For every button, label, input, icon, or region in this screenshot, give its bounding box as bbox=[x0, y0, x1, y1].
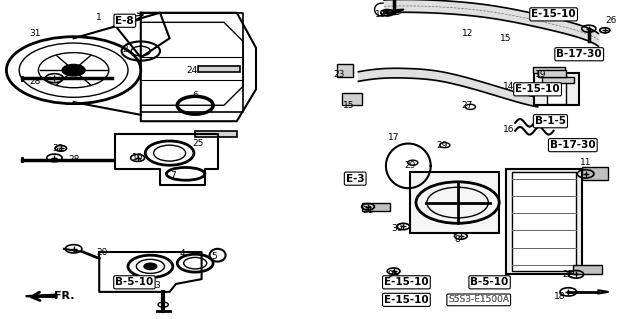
Text: 2: 2 bbox=[122, 45, 127, 54]
Text: E-3: E-3 bbox=[346, 174, 365, 184]
Text: 16: 16 bbox=[503, 125, 515, 134]
Polygon shape bbox=[115, 134, 218, 185]
Circle shape bbox=[62, 64, 85, 76]
Text: 11: 11 bbox=[580, 158, 591, 167]
Text: B-5-10: B-5-10 bbox=[470, 277, 509, 287]
Text: E-15-10: E-15-10 bbox=[515, 84, 560, 94]
Text: 30: 30 bbox=[391, 224, 403, 233]
Bar bbox=[506, 169, 582, 274]
Text: 14: 14 bbox=[503, 82, 515, 91]
Bar bbox=[538, 70, 566, 77]
Text: 7: 7 bbox=[170, 171, 175, 180]
Text: S5S3-E1500A: S5S3-E1500A bbox=[448, 295, 509, 304]
Text: 29: 29 bbox=[436, 141, 447, 150]
Bar bbox=[342, 93, 362, 105]
Bar bbox=[547, 75, 566, 104]
Polygon shape bbox=[99, 252, 202, 292]
Text: 22: 22 bbox=[563, 270, 574, 279]
Text: B-1-5: B-1-5 bbox=[535, 116, 566, 126]
Text: 9: 9 bbox=[388, 270, 393, 279]
Text: 31: 31 bbox=[29, 29, 41, 38]
Text: 29: 29 bbox=[404, 161, 415, 170]
Text: 24: 24 bbox=[186, 66, 198, 75]
Bar bbox=[582, 167, 608, 180]
Bar bbox=[542, 77, 574, 83]
Text: 12: 12 bbox=[461, 29, 473, 38]
Text: E-15-10: E-15-10 bbox=[531, 9, 576, 19]
Circle shape bbox=[144, 263, 157, 270]
Bar bbox=[533, 67, 565, 73]
Text: 19: 19 bbox=[535, 70, 547, 79]
Text: 25: 25 bbox=[193, 139, 204, 148]
Text: 13: 13 bbox=[375, 10, 387, 19]
Text: 20: 20 bbox=[97, 248, 108, 256]
Polygon shape bbox=[26, 293, 58, 298]
Text: B-17-30: B-17-30 bbox=[550, 140, 596, 150]
Text: 17: 17 bbox=[388, 133, 399, 142]
Text: E-15-10: E-15-10 bbox=[384, 295, 429, 305]
Text: 23: 23 bbox=[333, 70, 345, 79]
Bar bbox=[573, 265, 602, 274]
Text: 18: 18 bbox=[554, 292, 566, 301]
Text: 3: 3 bbox=[154, 281, 159, 290]
Text: 15: 15 bbox=[500, 34, 511, 43]
Text: 6: 6 bbox=[193, 91, 198, 100]
Text: 15: 15 bbox=[343, 101, 355, 110]
Bar bbox=[362, 203, 390, 211]
Text: FR.: FR. bbox=[54, 291, 75, 301]
Text: E-8: E-8 bbox=[115, 16, 134, 26]
Text: 8: 8 bbox=[455, 235, 460, 244]
Text: 10: 10 bbox=[132, 153, 143, 162]
Text: 32: 32 bbox=[52, 144, 63, 153]
Text: 26: 26 bbox=[605, 16, 617, 25]
Bar bbox=[195, 131, 237, 137]
Text: 28: 28 bbox=[29, 77, 41, 86]
Bar bbox=[534, 73, 579, 105]
Text: 28: 28 bbox=[68, 155, 79, 164]
Text: E-15-10: E-15-10 bbox=[384, 277, 429, 287]
Text: 4: 4 bbox=[180, 249, 185, 258]
Text: 21: 21 bbox=[362, 206, 374, 215]
Bar bbox=[198, 66, 240, 72]
Text: B-5-10: B-5-10 bbox=[115, 277, 154, 287]
Bar bbox=[512, 172, 576, 271]
Text: 5: 5 bbox=[212, 252, 217, 261]
Bar bbox=[410, 172, 499, 233]
Text: 1: 1 bbox=[97, 13, 102, 22]
Text: 27: 27 bbox=[461, 101, 473, 110]
Text: S5S3-E1500A: S5S3-E1500A bbox=[448, 295, 509, 304]
Bar bbox=[337, 64, 353, 77]
Text: B-17-30: B-17-30 bbox=[556, 49, 602, 59]
